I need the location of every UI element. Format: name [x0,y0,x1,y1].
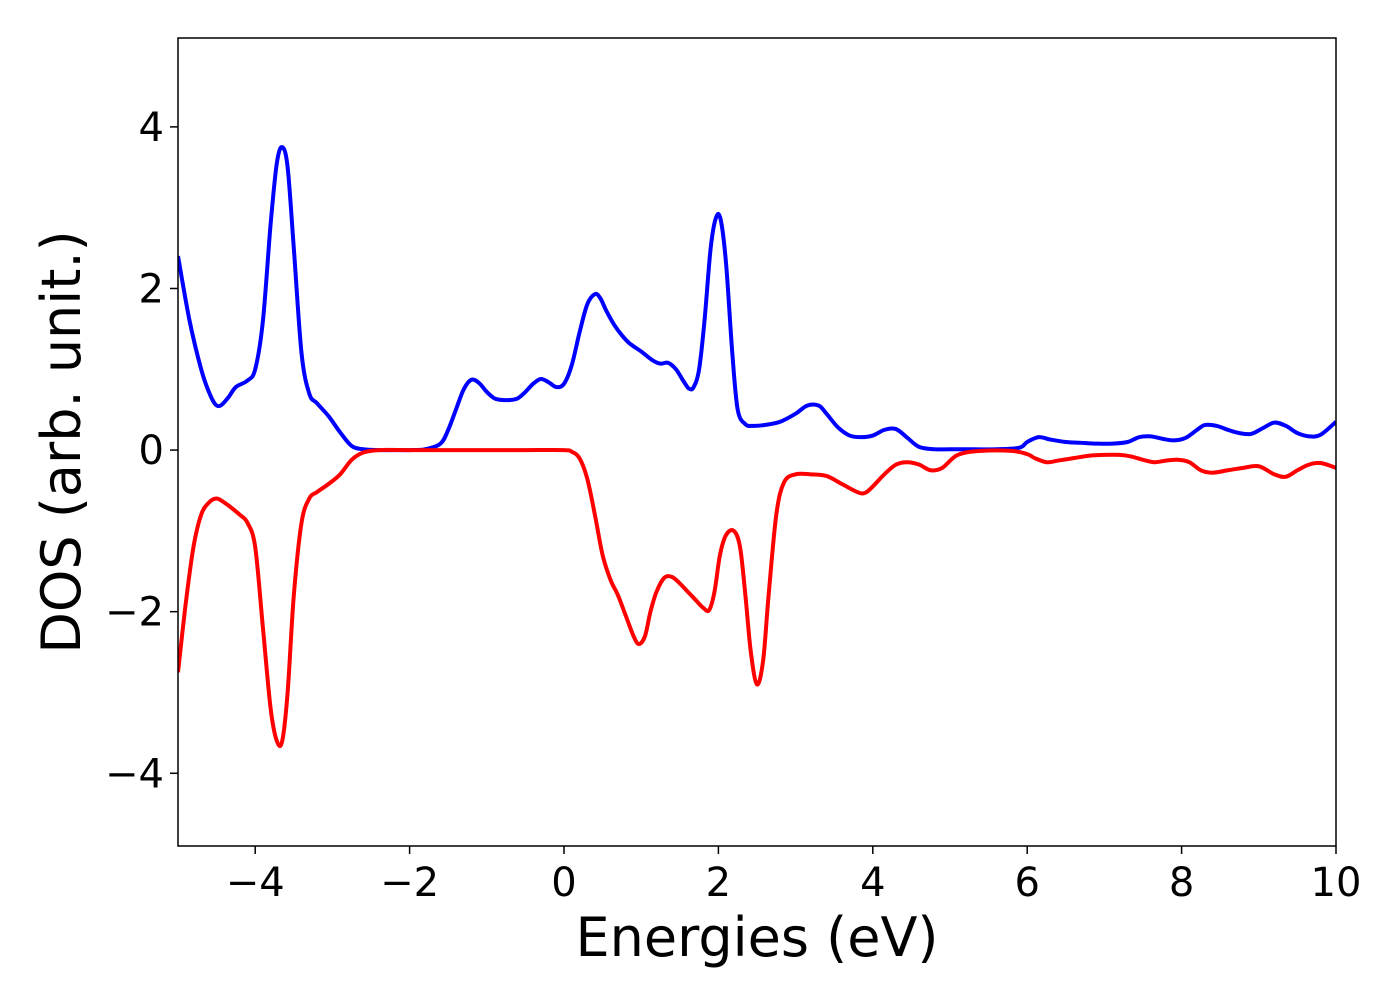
y-axis-label: DOS (arb. unit.) [30,230,93,653]
series-line-0 [178,145,1336,453]
x-tick-label: 2 [706,860,731,906]
x-tick-label: −2 [380,860,439,906]
x-tick-label: 0 [551,860,576,906]
y-tick-label: 0 [139,428,164,474]
x-tick-label: 10 [1311,860,1362,906]
series-line-1 [178,447,1336,749]
plot-frame [177,37,1337,847]
x-axis-label: Energies (eV) [576,906,939,969]
y-tick-label: −4 [105,751,164,797]
x-tick-label: 4 [860,860,885,906]
x-axis: −4 −2 0 2 4 6 8 10 [226,846,1362,906]
x-tick-label: −4 [226,860,285,906]
y-tick-label: −2 [105,590,164,636]
x-tick-label: 8 [1169,860,1194,906]
series-layer [178,145,1336,749]
x-tick-label: 6 [1014,860,1039,906]
y-tick-label: 2 [139,266,164,312]
y-tick-label: 4 [139,105,164,151]
y-axis: −4 −2 0 2 4 [105,105,178,797]
